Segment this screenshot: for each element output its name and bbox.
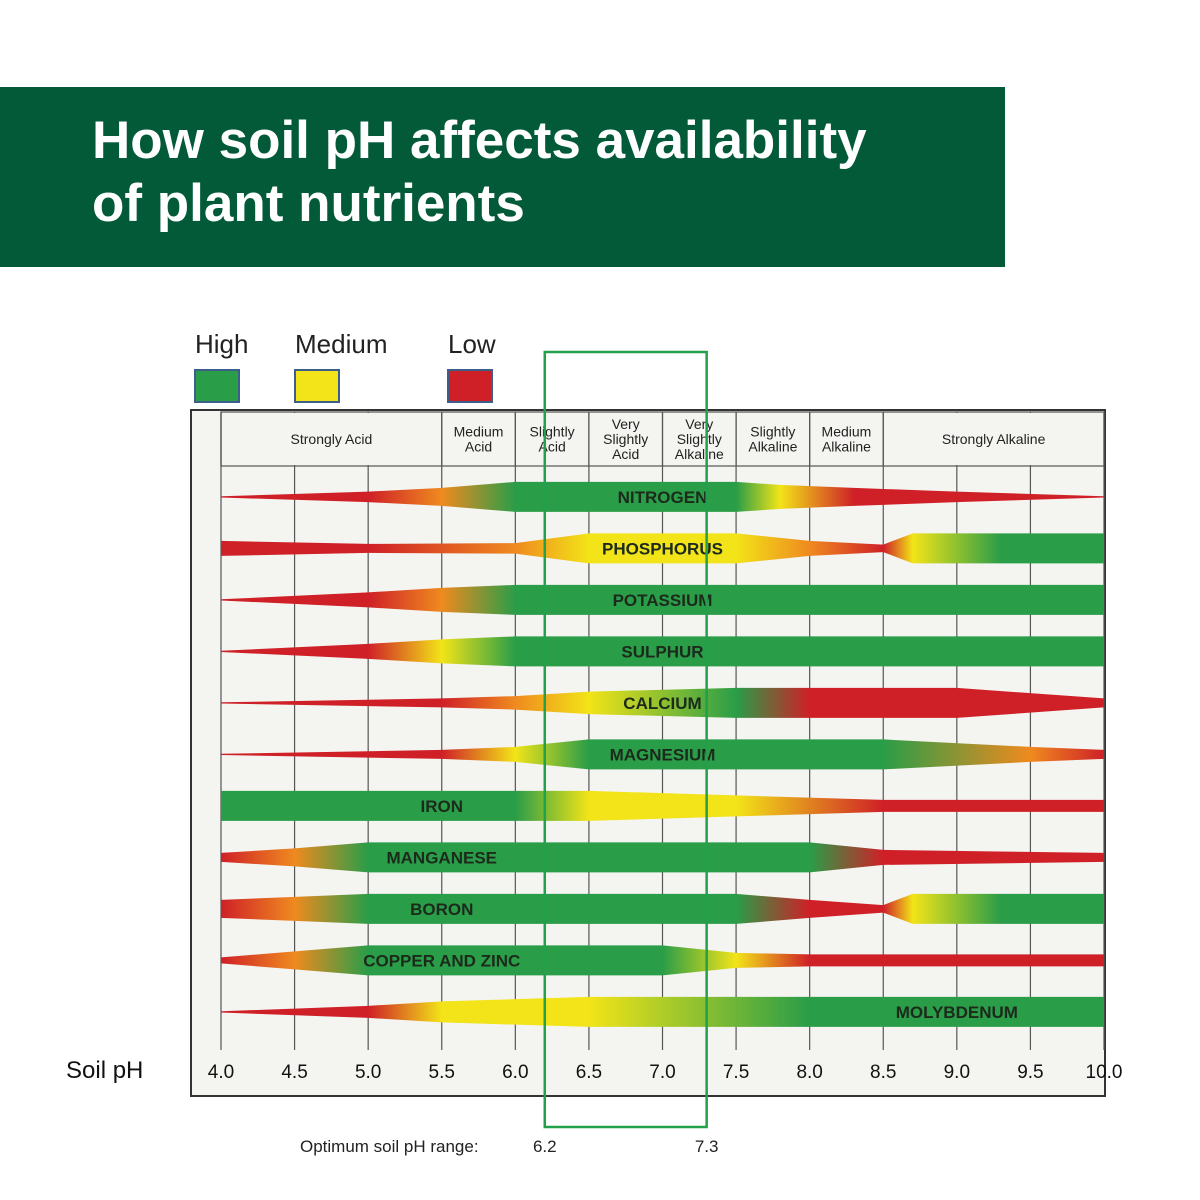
x-tick-label: 9.5: [1017, 1062, 1043, 1083]
title-line-2: of plant nutrients: [92, 174, 525, 233]
ph-category-label: Medium Alkaline: [822, 424, 872, 455]
nutrient-label: PHOSPHORUS: [602, 539, 723, 558]
nutrient-label: MANGANESE: [386, 848, 497, 867]
x-tick-label: 7.0: [649, 1062, 675, 1083]
x-tick-label: 8.0: [796, 1062, 822, 1083]
legend-label-high: High: [195, 329, 248, 359]
nutrient-band-nitrogen: [221, 481, 1104, 512]
ph-category-cell: [442, 413, 515, 465]
page-title: How soil pH affects availability of plan…: [92, 109, 992, 235]
nutrient-label: SULPHUR: [621, 642, 703, 661]
legend-label-low: Low: [448, 329, 496, 359]
x-tick-label: 10.0: [1086, 1062, 1123, 1083]
nutrient-bands: NITROGEN PHOSPHORUS POTASSIUM SULPHUR CALCIU…: [221, 481, 1104, 1027]
x-tick-label: 5.5: [429, 1062, 455, 1083]
nutrient-band-iron: [221, 790, 1104, 821]
nutrient-label: MAGNESIUM: [610, 745, 716, 764]
legend-swatch-medium: [294, 369, 340, 403]
x-axis: Soil pH 4.0 4.5 5.0 5.5 6.0 6.5 7.0 7.5 8.0 8.5 9.0…: [66, 1057, 1122, 1084]
nutrient-label: NITROGEN: [618, 488, 708, 507]
nutrient-band-manganese: [221, 842, 1104, 873]
nutrient-label: BORON: [410, 900, 473, 919]
optimum-range-from: 6.2: [533, 1137, 557, 1156]
legend-swatch-low: [447, 369, 493, 403]
nutrient-label: CALCIUM: [623, 694, 701, 713]
title-line-1: How soil pH affects availability: [92, 111, 867, 170]
nutrient-label: MOLYBDENUM: [896, 1003, 1018, 1022]
ph-category-cell: [884, 413, 1103, 465]
legend: High Medium Low: [194, 329, 496, 403]
x-tick-label: 8.5: [870, 1062, 896, 1083]
optimum-range: Optimum soil pH range: 6.2 7.3: [300, 350, 719, 1156]
ph-category-cell: [516, 413, 588, 465]
ph-category-label: Strongly Alkaline: [942, 431, 1046, 447]
x-tick-label: 6.5: [576, 1062, 602, 1083]
nutrient-band-molybdenum: [221, 996, 1104, 1027]
ph-category-label: Medium Acid: [454, 424, 504, 455]
optimum-range-box: [543, 350, 708, 1129]
x-tick-label: 6.0: [502, 1062, 528, 1083]
nutrient-band-copper-and-zinc: [221, 945, 1104, 976]
x-tick-label: 4.0: [208, 1062, 234, 1083]
ph-category-cell: [810, 413, 883, 465]
ph-category-cell: [663, 413, 736, 465]
x-tick-label: 7.5: [723, 1062, 749, 1083]
nutrient-band-boron: [221, 893, 1104, 924]
x-axis-title: Soil pH: [66, 1057, 143, 1084]
nutrient-band-magnesium: [221, 739, 1104, 770]
legend-swatch-high: [194, 369, 240, 403]
ph-category-cell: [589, 413, 662, 465]
nutrient-band-sulphur: [221, 636, 1104, 667]
nutrient-band-calcium: [221, 687, 1104, 718]
title-banner: How soil pH affects availability of plan…: [0, 87, 1005, 267]
x-tick-label: 5.0: [355, 1062, 381, 1083]
nutrient-band-phosphorus: [221, 533, 1104, 564]
ph-category-label: Very Slightly Acid: [603, 416, 648, 462]
x-tick-label: 4.5: [281, 1062, 307, 1083]
nutrient-label: IRON: [421, 797, 464, 816]
x-tick-label: 9.0: [944, 1062, 970, 1083]
legend-label-medium: Medium: [295, 329, 387, 359]
nutrient-label: POTASSIUM: [613, 591, 713, 610]
ph-category-label: Strongly Acid: [291, 431, 373, 447]
ph-category-cell: [737, 413, 809, 465]
nutrient-label: COPPER AND ZINC: [363, 951, 520, 970]
ph-category-label: Slightly Alkaline: [748, 424, 797, 455]
ph-category-cell: [222, 413, 441, 465]
nutrient-band-potassium: [221, 584, 1104, 615]
optimum-range-to: 7.3: [695, 1137, 719, 1156]
optimum-range-label: Optimum soil pH range:: [300, 1137, 479, 1156]
